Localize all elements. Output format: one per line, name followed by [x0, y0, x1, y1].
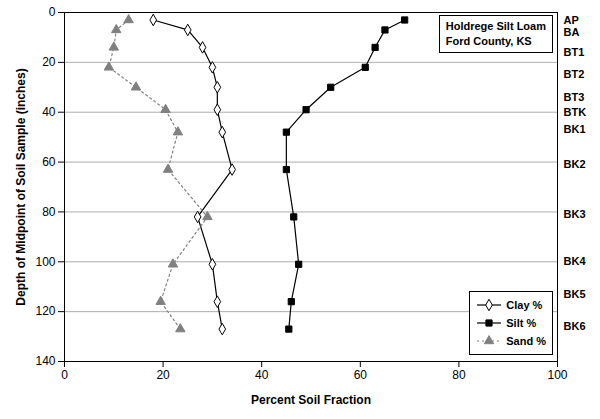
svg-text:AP: AP	[564, 13, 579, 25]
svg-text:20: 20	[156, 368, 170, 382]
html-text:Holdrege Silt Loam: Holdrege Silt Loam	[445, 20, 546, 32]
svg-text:BTK: BTK	[564, 106, 587, 118]
svg-text:BK6: BK6	[564, 320, 586, 332]
svg-text:20: 20	[42, 55, 56, 69]
svg-text:Depth of Midpoint of Soil Samp: Depth of Midpoint of Soil Sample (inches…	[14, 68, 28, 305]
svg-text:40: 40	[42, 105, 56, 119]
svg-text:BA: BA	[564, 26, 580, 38]
svg-text:BK3: BK3	[564, 208, 586, 220]
svg-text:80: 80	[452, 368, 466, 382]
svg-text:BK4: BK4	[564, 255, 587, 267]
svg-text:140: 140	[35, 354, 55, 368]
svg-text:40: 40	[255, 368, 269, 382]
svg-text:0: 0	[49, 5, 56, 19]
svg-text:BT2: BT2	[564, 68, 585, 80]
svg-text:BT1: BT1	[564, 46, 585, 58]
svg-text:60: 60	[354, 368, 368, 382]
svg-text:100: 100	[35, 255, 55, 269]
html-text:Ford County, KS: Ford County, KS	[445, 35, 532, 47]
svg-text:100: 100	[547, 368, 567, 382]
svg-text:120: 120	[35, 304, 55, 318]
svg-text:BK2: BK2	[564, 158, 586, 170]
svg-text:0: 0	[61, 368, 68, 382]
svg-text:Percent Soil Fraction: Percent Soil Fraction	[251, 393, 371, 407]
svg-text:80: 80	[42, 205, 56, 219]
svg-text:BK5: BK5	[564, 288, 586, 300]
svg-text:BK1: BK1	[564, 123, 586, 135]
svg-text:BT3: BT3	[564, 91, 585, 103]
svg-text:60: 60	[42, 155, 56, 169]
html-text:Clay %: Clay %	[506, 299, 543, 311]
html-text:Sand %: Sand %	[506, 335, 546, 347]
html-text:Silt %: Silt %	[506, 317, 537, 329]
